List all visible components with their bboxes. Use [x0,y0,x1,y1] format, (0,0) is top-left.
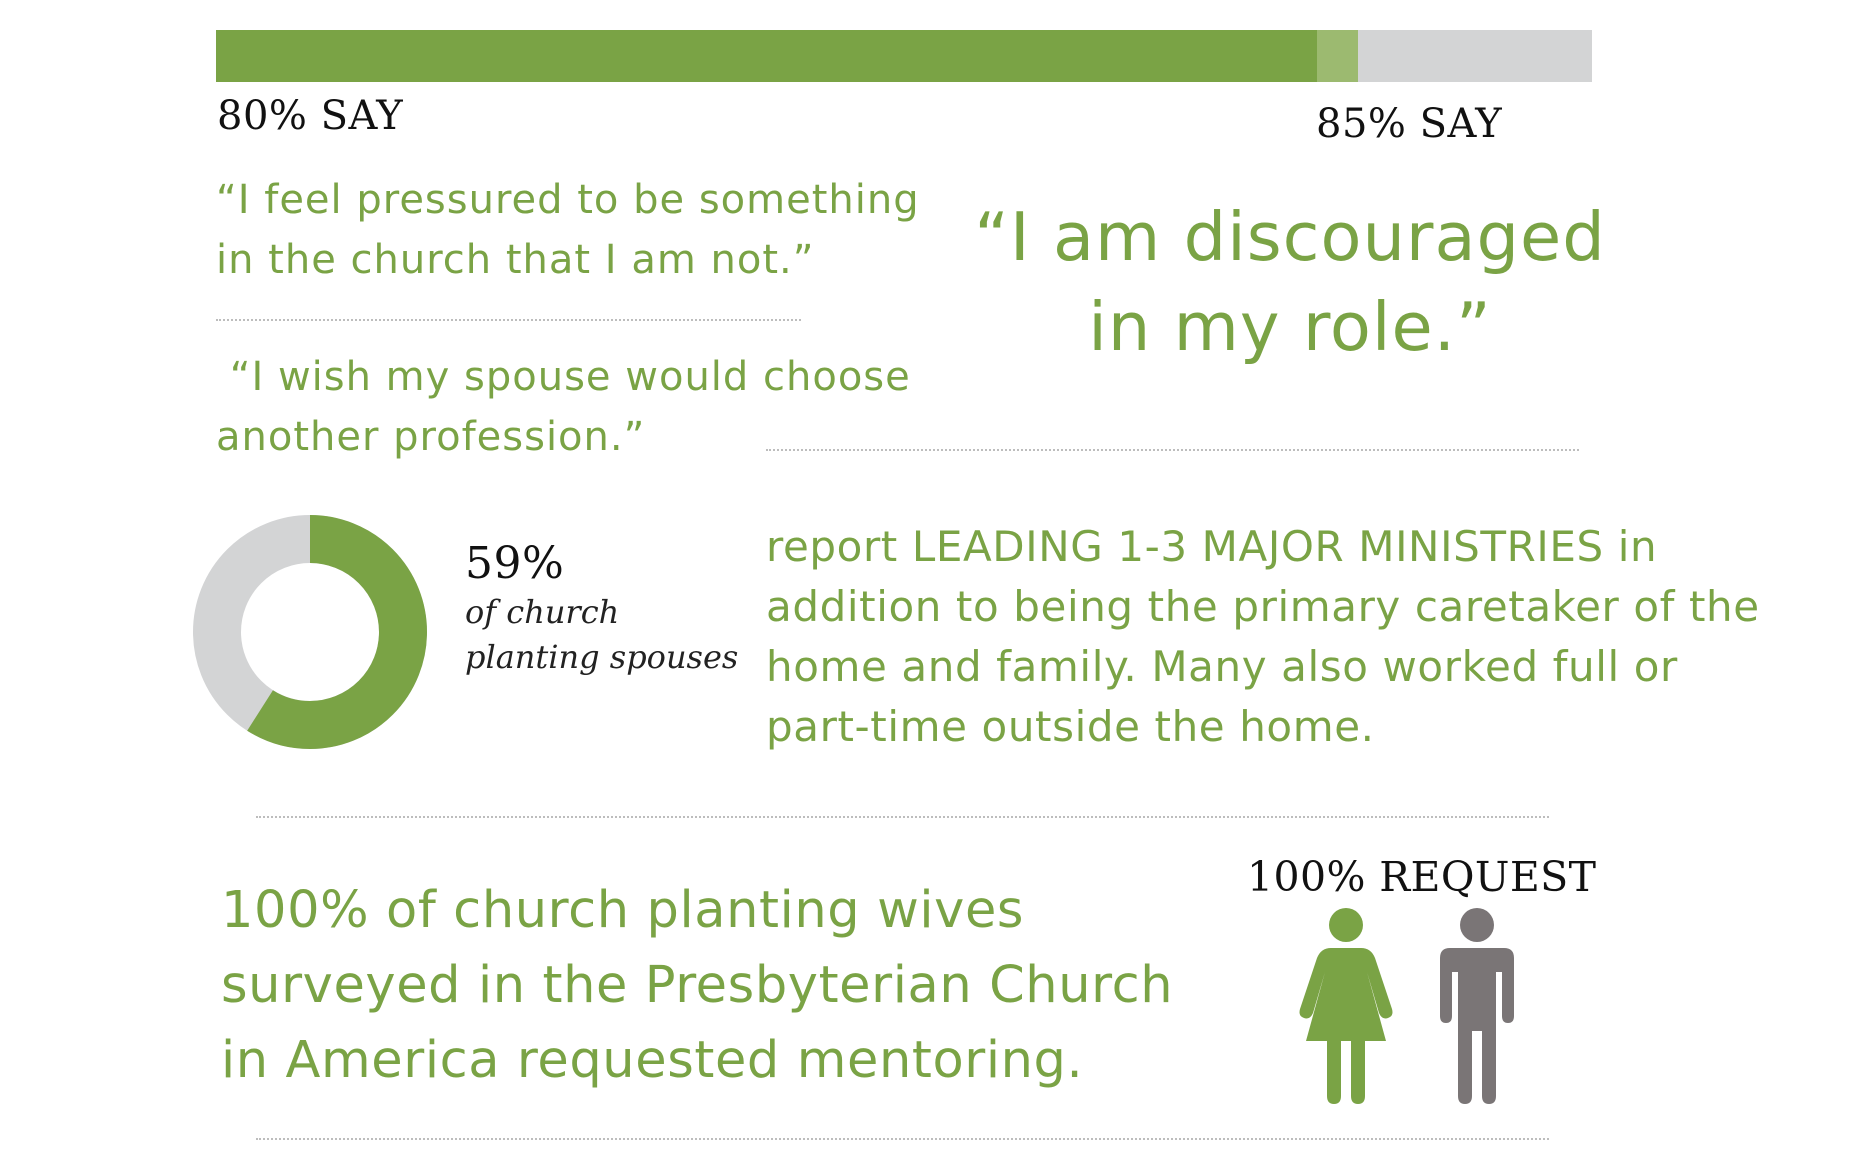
donut-caption-line1: of church [465,593,620,631]
quote-discouraged: “I am discouraged in my role.” [960,192,1620,372]
ministries-caps: LEADING 1-3 MAJOR MINISTRIES [911,522,1604,571]
quote-profession-line2: another profession.” [216,414,646,460]
quote-profession-line1: “I wish my spouse would choose [216,354,911,400]
ministries-line3: home and family. Many also worked full o… [766,642,1678,691]
man-figure-icon [1440,908,1514,1104]
ministries-line1: report LEADING 1-3 MAJOR MINISTRIES in [766,517,1846,577]
quote-discouraged-line1: “I am discouraged [974,198,1606,276]
percent-bar [216,30,1592,82]
request-label: 100% REQUEST [1247,853,1597,901]
label-80-say: 80% SAY [217,93,404,139]
ministries-paragraph: report LEADING 1-3 MAJOR MINISTRIES in a… [766,517,1846,757]
mentoring-paragraph: 100% of church planting wives surveyed i… [221,873,1181,1098]
mentoring-line3: in America requested mentoring. [221,1031,1084,1090]
mentoring-line2: surveyed in the Presbyterian Church [221,956,1174,1015]
divider-1 [216,319,801,321]
donut-percent-label: 59% [465,538,565,589]
donut-value-arc [193,515,427,749]
label-85-say: 85% SAY [1316,101,1503,147]
divider-2 [766,449,1579,451]
ministries-line2: addition to being the primary caretaker … [766,582,1760,631]
quote-pressured: “I feel pressured to be something in the… [216,170,956,290]
donut-chart [193,515,427,749]
quote-pressured-line1: “I feel pressured to be something [216,177,920,223]
bar-fill-80 [216,30,1317,82]
divider-4 [256,1138,1549,1140]
quote-profession: “I wish my spouse would choose another p… [216,347,956,467]
quote-pressured-line2: in the church that I am not.” [216,237,815,283]
divider-3 [256,816,1549,818]
bar-fill-85-extra [1316,30,1359,82]
ministries-report-word: report [766,522,912,571]
ministries-in-word: in [1603,522,1658,571]
donut-caption-line2: planting spouses [465,638,739,676]
quote-discouraged-line2: in my role.” [1088,288,1492,366]
woman-figure-icon [1299,908,1393,1104]
mentoring-line1: 100% of church planting wives [221,881,1025,940]
ministries-line4: part-time outside the home. [766,702,1375,751]
